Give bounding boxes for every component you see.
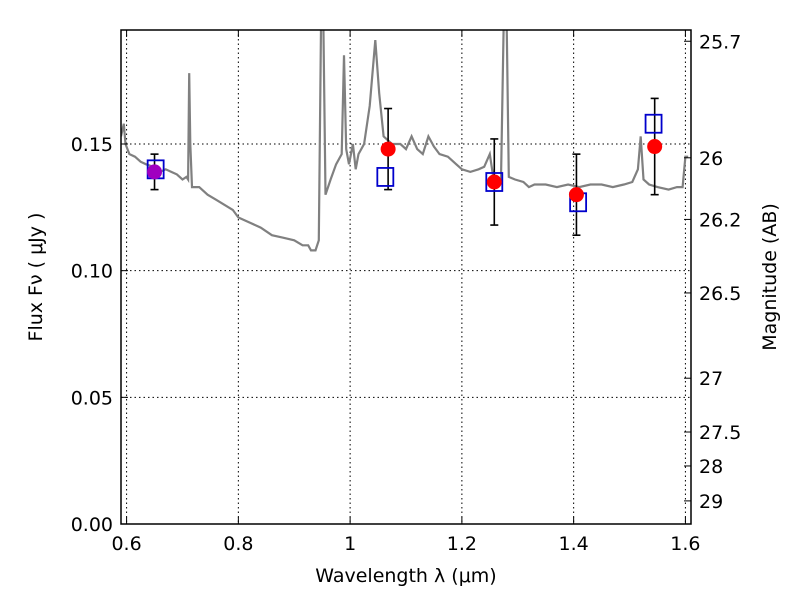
open-square-marker xyxy=(376,167,395,187)
flux-point-marker xyxy=(147,164,163,180)
y2-axis-label: Magnitude (AB) xyxy=(759,203,781,351)
y-tick-label: 0.10 xyxy=(71,261,113,283)
x-tick-label: 0.8 xyxy=(223,533,253,555)
y2-tick-label: 27 xyxy=(699,368,723,390)
y2-tick-label: 27.5 xyxy=(699,422,741,444)
errorbar-layer xyxy=(150,97,659,236)
x-tick-label: 1.2 xyxy=(447,533,477,555)
y-tick-label: 0.00 xyxy=(71,514,113,536)
spectrum-line xyxy=(121,30,689,252)
y-tick-label: 0.05 xyxy=(71,387,113,409)
grid-lines xyxy=(121,30,691,524)
spectrum-layer xyxy=(121,30,689,252)
flux-point-marker xyxy=(486,174,502,190)
x-tick-label: 0.6 xyxy=(111,533,141,555)
x-axis-label: Wavelength λ (μm) xyxy=(315,565,496,587)
plot-frame xyxy=(120,29,692,525)
flux-point-marker xyxy=(647,139,663,155)
x-tick-label: 1.4 xyxy=(559,533,589,555)
y2-tick-label: 29 xyxy=(699,491,723,513)
open-square-marker xyxy=(485,172,504,192)
tick-labels-layer: 0.6 0.8 1 1.2 1.4 1.6 0.00 0.05 0.10 0.15 25.7 26 26… xyxy=(71,31,742,555)
y2-tick-label: 26.5 xyxy=(699,283,741,305)
x-tick-label: 1.6 xyxy=(670,533,700,555)
y-axis-label: Flux Fν ( μJy ) xyxy=(25,213,47,342)
x-tick-label: 1 xyxy=(344,533,356,555)
y-tick-label: 0.15 xyxy=(71,134,113,156)
y2-tick-label: 26.2 xyxy=(699,209,741,231)
flux-point-marker xyxy=(380,141,396,157)
y2-tick-label: 28 xyxy=(699,456,723,478)
flux-point-marker xyxy=(568,187,584,203)
open-square-marker xyxy=(644,113,663,134)
y2-tick-label: 25.7 xyxy=(699,31,741,53)
y2-tick-label: 26 xyxy=(699,148,723,170)
ticks-layer xyxy=(121,30,691,525)
marker-layer xyxy=(146,113,663,213)
